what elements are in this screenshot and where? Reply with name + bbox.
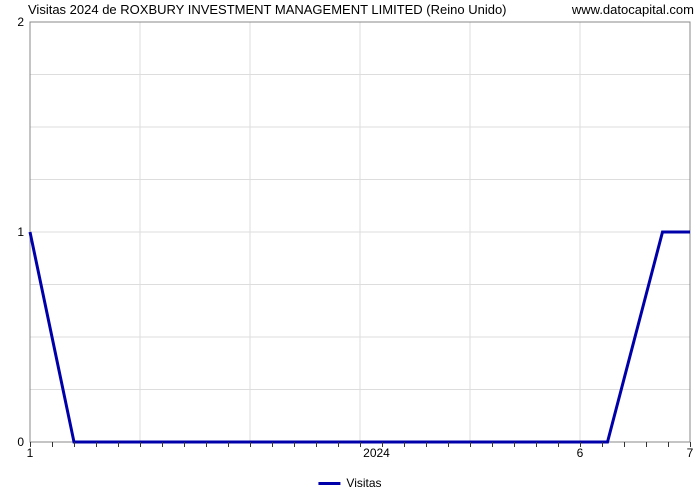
legend: Visitas [318, 476, 381, 490]
x-minor-tick [338, 442, 339, 447]
x-minor-tick [382, 442, 383, 447]
chart-title: Visitas 2024 de ROXBURY INVESTMENT MANAG… [28, 2, 507, 17]
x-minor-tick [272, 442, 273, 447]
x-tick-label: 1 [27, 446, 34, 460]
x-minor-tick [536, 442, 537, 447]
y-tick-label: 0 [4, 435, 24, 449]
x-minor-tick [646, 442, 647, 447]
y-tick-label: 1 [4, 225, 24, 239]
x-minor-tick [558, 442, 559, 447]
chart-plot [30, 22, 690, 442]
x-minor-tick [206, 442, 207, 447]
x-minor-tick [470, 442, 471, 447]
x-minor-tick [360, 442, 361, 447]
legend-swatch [318, 482, 340, 485]
x-minor-tick [316, 442, 317, 447]
x-minor-tick [580, 442, 581, 447]
x-minor-tick [448, 442, 449, 447]
x-minor-tick [30, 442, 31, 447]
x-minor-tick [602, 442, 603, 447]
x-minor-tick [74, 442, 75, 447]
x-axis-center-label: 2024 [363, 446, 390, 460]
x-minor-tick [690, 442, 691, 447]
x-minor-tick [118, 442, 119, 447]
x-minor-tick [492, 442, 493, 447]
x-minor-tick [426, 442, 427, 447]
x-minor-tick [514, 442, 515, 447]
y-tick-label: 2 [4, 15, 24, 29]
chart-watermark: www.datocapital.com [572, 2, 694, 17]
x-minor-tick [668, 442, 669, 447]
x-minor-tick [140, 442, 141, 447]
x-minor-tick [624, 442, 625, 447]
x-tick-label: 7 [687, 446, 694, 460]
x-minor-tick [96, 442, 97, 447]
x-minor-tick [184, 442, 185, 447]
x-tick-label: 6 [577, 446, 584, 460]
x-minor-tick [162, 442, 163, 447]
x-minor-tick [404, 442, 405, 447]
x-minor-tick [228, 442, 229, 447]
legend-label: Visitas [346, 476, 381, 490]
x-minor-tick [250, 442, 251, 447]
x-minor-tick [294, 442, 295, 447]
x-minor-tick [52, 442, 53, 447]
chart-container: Visitas 2024 de ROXBURY INVESTMENT MANAG… [0, 0, 700, 500]
